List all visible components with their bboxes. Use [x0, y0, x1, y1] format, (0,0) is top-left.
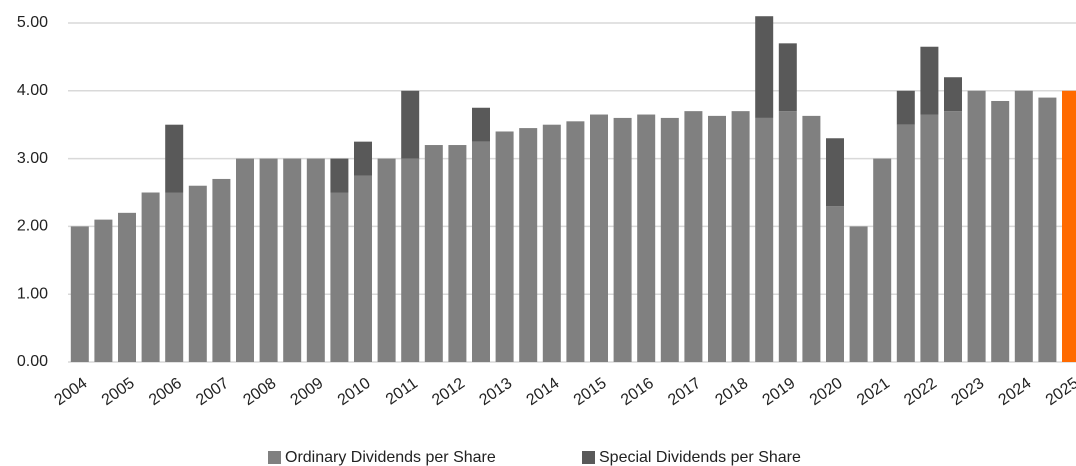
bar-segment [236, 158, 254, 362]
bar-segment [542, 124, 561, 362]
x-tick-label: 2023 [948, 375, 987, 409]
bar-segment [424, 145, 443, 362]
bar-segment [1014, 90, 1033, 363]
bar-segment [873, 158, 892, 362]
bar-segment [401, 90, 420, 159]
y-tick-label: 0.00 [17, 353, 48, 370]
x-tick-label: 2011 [383, 375, 421, 409]
bar-segment [94, 219, 113, 362]
x-tick-label: 2019 [760, 375, 799, 409]
bar-segment [354, 175, 372, 362]
bar-segment [896, 124, 915, 362]
legend-swatch [582, 451, 595, 464]
x-tick-label: 2017 [665, 375, 704, 409]
bar-segment [165, 192, 184, 362]
bar-segment [472, 107, 490, 142]
bar-segment [330, 192, 349, 362]
bar-segment [944, 77, 962, 112]
bar-segment [684, 111, 703, 362]
legend-swatch [268, 451, 281, 464]
bar-segment [1038, 97, 1057, 362]
x-tick-label: 2025 [1043, 375, 1076, 409]
bar-segment [778, 111, 797, 362]
x-tick-label: 2006 [146, 375, 185, 409]
bar-segment [778, 43, 797, 112]
bar-segment [377, 158, 396, 362]
x-tick-label: 2016 [618, 375, 657, 409]
bar-segment [613, 117, 632, 362]
legend-label: Ordinary Dividends per Share [285, 449, 496, 466]
bar-segment [660, 117, 679, 362]
x-tick-label: 2014 [524, 375, 563, 409]
x-tick-label: 2020 [807, 375, 846, 409]
bar-segment [70, 226, 89, 362]
bar-segment [826, 138, 844, 207]
bar-segment [944, 111, 962, 362]
bar-segment [991, 100, 1010, 362]
legend-label: Special Dividends per Share [599, 449, 801, 466]
bar-segment [590, 114, 608, 362]
x-tick-label: 2012 [429, 375, 468, 409]
bar-segment [495, 131, 514, 362]
bar-segment [849, 226, 868, 362]
y-tick-label: 2.00 [17, 218, 48, 235]
x-tick-label: 2009 [288, 375, 327, 409]
y-tick-label: 3.00 [17, 150, 48, 167]
x-tick-label: 2024 [996, 375, 1035, 409]
x-tick-label: 2015 [571, 375, 610, 409]
bar-segment [165, 124, 184, 193]
bar-segment [330, 158, 349, 193]
bar-segment [826, 206, 844, 362]
bar-segment [708, 115, 726, 362]
x-tick-label: 2008 [240, 375, 279, 409]
y-tick-label: 5.00 [17, 14, 48, 31]
bar-segment [566, 121, 585, 362]
bar-segment [306, 158, 325, 362]
bar-segment [755, 16, 774, 118]
bar-segment [1062, 90, 1076, 363]
bar-segment [731, 111, 750, 362]
bar-segment [472, 141, 490, 362]
bar-segment [920, 114, 939, 362]
bar-segment [967, 90, 986, 363]
bar-segment [283, 158, 302, 362]
x-tick-label: 2007 [193, 375, 232, 409]
x-tick-label: 2018 [712, 375, 751, 409]
x-tick-label: 2010 [335, 375, 374, 409]
bar-segment [212, 178, 231, 362]
bar-segment [519, 128, 538, 362]
bar-segment [118, 212, 136, 362]
bar-segment [354, 141, 372, 176]
y-tick-label: 1.00 [17, 285, 48, 302]
bar-segment [755, 117, 774, 362]
bar-segment [401, 158, 420, 362]
x-tick-label: 2021 [854, 375, 893, 409]
bar-segment [259, 158, 278, 362]
bar-segment [896, 90, 915, 125]
bar-segment [920, 46, 939, 115]
bar-segment [637, 114, 656, 362]
bar-segment [448, 145, 467, 362]
bar-segment [802, 115, 821, 362]
x-tick-label: 2005 [99, 375, 138, 409]
bar-segment [141, 192, 160, 362]
y-tick-label: 4.00 [17, 82, 48, 99]
x-tick-label: 2022 [901, 375, 940, 409]
x-tick-label: 2004 [52, 375, 91, 409]
x-tick-label: 2013 [476, 375, 515, 409]
bar-segment [188, 185, 207, 362]
